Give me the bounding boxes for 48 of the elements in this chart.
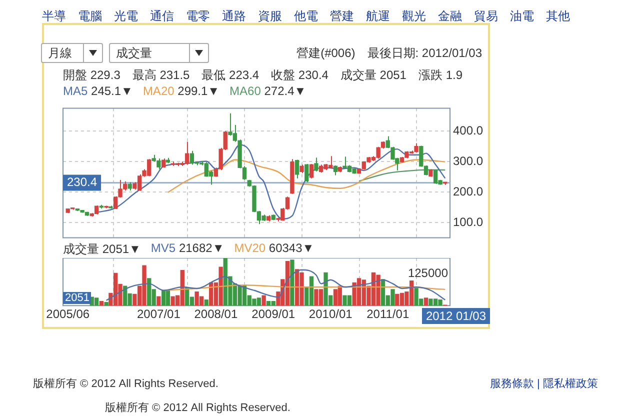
ref-line-label: 230.4 (67, 175, 98, 190)
annotation: 2051 (63, 292, 92, 304)
text: 成交量 (115, 44, 153, 62)
annotation: 125000 (408, 266, 448, 280)
bar (94, 298, 99, 306)
bar (204, 300, 208, 306)
text: MA60 (230, 84, 261, 98)
x-tick-label: 2009/01 (252, 307, 296, 322)
text: 版權所有 © 2012 All Rights Reserved. (105, 401, 290, 415)
text: 月線 (47, 44, 73, 62)
bar (161, 290, 166, 306)
text: 272.4▼ (264, 84, 306, 98)
text: MA20 (142, 84, 174, 98)
text: MV5 (150, 241, 176, 255)
text: MA5 (63, 84, 88, 98)
x-tick-label: 2005/06 (46, 307, 90, 322)
text: 245.1▼ (91, 84, 133, 98)
y-tick-label: 400.0 (453, 123, 484, 138)
text: 299.1▼ (178, 84, 220, 98)
text: 2051▼ (102, 242, 141, 256)
bar (290, 260, 294, 306)
line-series (358, 169, 446, 182)
bar (333, 289, 338, 306)
line-series (167, 159, 446, 193)
bar (262, 295, 266, 306)
x-tick-label: 2007/01 (136, 307, 181, 322)
bar (156, 296, 161, 306)
text: 版權所有 © 2012 All Rights Reserved. (33, 377, 218, 391)
text: 開盤 229.3 最高 231.5 最低 223.4 收盤 230.4 成交量 2051 漲跌 1.9 (62, 67, 464, 84)
series-label: 成交量 (63, 242, 99, 256)
y-tick-label: 100.0 (453, 214, 484, 229)
bar (424, 298, 428, 306)
bar (99, 300, 104, 306)
x-tick-label: 2011/01 (366, 307, 410, 322)
text: 2012 01/03 (422, 308, 490, 324)
x-tick-label: 2010/01 (308, 307, 353, 322)
x-tick-label: 2008/01 (194, 307, 238, 322)
bar (104, 302, 108, 306)
y-tick-label: 300.0 (453, 154, 484, 168)
text: MV20 (234, 241, 266, 255)
text: 半導 電腦 光電 通信 電零 通路 資服 他電 營建 航運 觀光 金融 貿易 油電 其他 (42, 8, 570, 25)
text: 服務條款 | 隱私權政策 (490, 377, 598, 391)
text: 21682▼ (178, 241, 224, 255)
y-tick-label: 200.0 (453, 184, 484, 198)
bar (166, 290, 170, 306)
text: 60343▼ (268, 241, 314, 255)
line-series (96, 144, 446, 220)
chart-subtitle: 營建(#006) 最後日期: 2012/01/03 (296, 44, 482, 62)
